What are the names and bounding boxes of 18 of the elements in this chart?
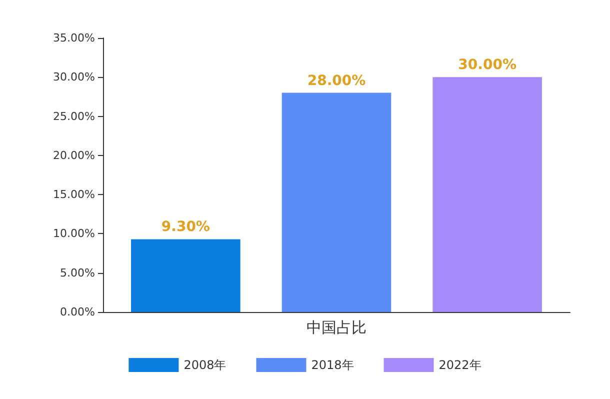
y-tick-label: 0.00% — [60, 306, 95, 318]
bar — [131, 239, 240, 312]
data-label: 9.30% — [161, 219, 210, 236]
data-label: 28.00% — [307, 72, 366, 89]
y-tick-label: 5.00% — [60, 266, 95, 280]
y-tick-label: 30.00% — [53, 70, 95, 84]
legend-label: 2022年 — [438, 358, 482, 372]
bar — [432, 77, 542, 312]
legend-label: 2018年 — [311, 358, 354, 372]
y-tick-label: 35.00% — [53, 32, 95, 44]
bar — [282, 92, 392, 312]
y-tick-label: 15.00% — [53, 188, 95, 202]
legend-label: 2008年 — [184, 358, 226, 372]
x-tick-label: 中国占比 — [306, 318, 366, 336]
data-label: 30.00% — [458, 57, 516, 74]
y-tick-label: 10.00% — [53, 227, 95, 240]
y-tick-label: 20.00% — [53, 148, 95, 162]
y-tick-label: 25.00% — [53, 110, 95, 123]
